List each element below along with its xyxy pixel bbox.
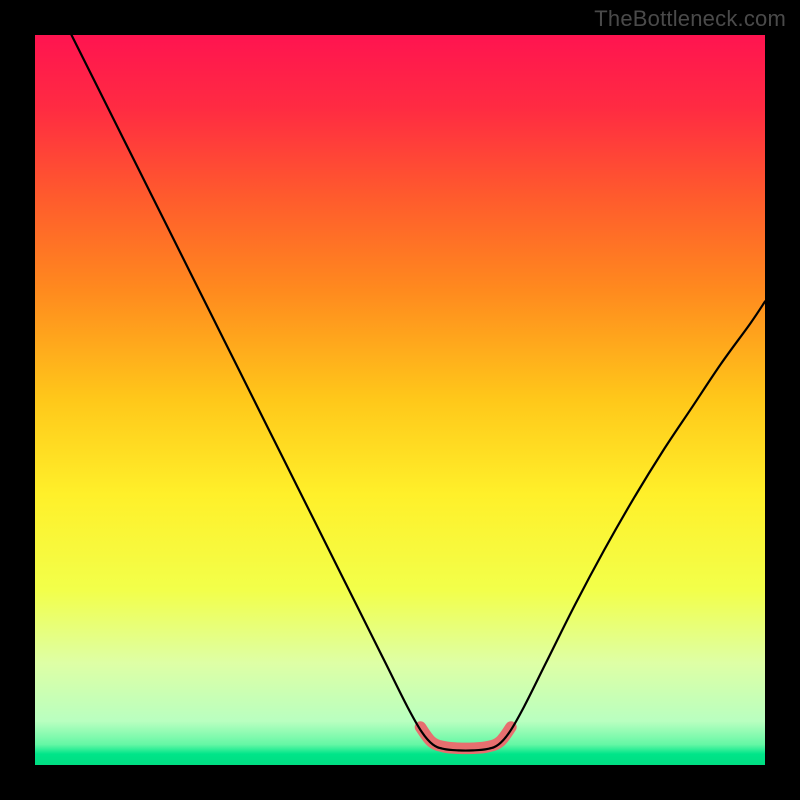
- plot-area: [35, 35, 765, 765]
- curve-layer: [35, 35, 765, 765]
- bottleneck-curve: [72, 35, 766, 751]
- chart-root: TheBottleneck.com: [0, 0, 800, 800]
- watermark-text: TheBottleneck.com: [594, 6, 786, 32]
